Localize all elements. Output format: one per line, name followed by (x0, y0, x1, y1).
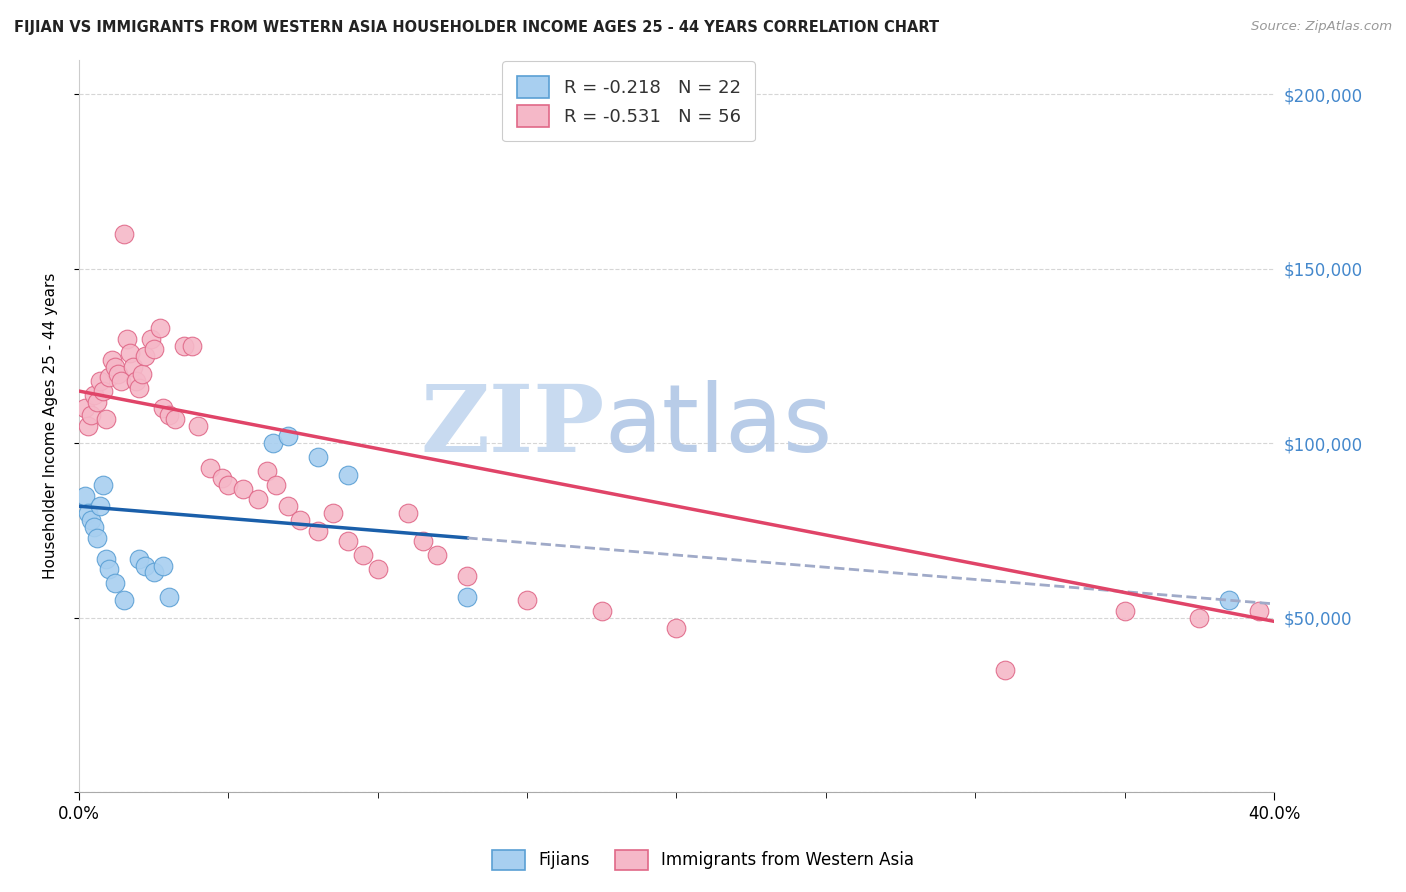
Point (89, 374, 111, 388)
Legend: Fijians, Immigrants from Western Asia: Fijians, Immigrants from Western Asia (485, 843, 921, 877)
Point (83, 520, 105, 534)
Point (1188, 611, 1211, 625)
Point (247, 492, 270, 507)
Point (142, 342, 165, 356)
Point (110, 374, 132, 388)
Point (125, 374, 148, 388)
Point (1114, 604, 1136, 618)
Point (107, 367, 129, 381)
Point (412, 534, 434, 549)
Point (131, 367, 153, 381)
Point (157, 409, 180, 423)
Point (97, 370, 120, 384)
Point (115, 332, 138, 346)
Text: ZIP: ZIP (420, 381, 605, 471)
Point (352, 548, 374, 562)
Point (128, 551, 150, 566)
Point (73, 401, 96, 416)
Point (336, 467, 359, 482)
Point (516, 593, 538, 607)
Point (118, 345, 141, 359)
Point (89, 499, 111, 513)
Point (1249, 604, 1271, 618)
Point (288, 513, 311, 527)
Text: Source: ZipAtlas.com: Source: ZipAtlas.com (1251, 20, 1392, 33)
Point (181, 339, 204, 353)
Point (211, 471, 233, 485)
Point (86, 531, 108, 545)
Point (73, 489, 96, 503)
Point (256, 464, 278, 478)
Point (80, 409, 103, 423)
Point (367, 562, 389, 576)
Point (139, 332, 162, 346)
Point (426, 548, 449, 562)
Text: atlas: atlas (605, 380, 832, 472)
Point (80, 513, 103, 527)
Point (83, 387, 105, 401)
Point (322, 506, 344, 520)
Point (104, 359, 127, 374)
Point (456, 590, 478, 604)
Point (142, 566, 165, 580)
Point (200, 460, 222, 475)
Point (104, 576, 127, 591)
Point (94, 551, 117, 566)
Point (91, 384, 114, 398)
Point (149, 321, 172, 335)
Point (264, 478, 287, 492)
Point (77, 419, 100, 434)
Point (152, 558, 174, 573)
Point (134, 558, 156, 573)
Point (128, 380, 150, 394)
Point (86, 394, 108, 409)
Point (456, 569, 478, 583)
Point (91, 478, 114, 492)
Point (112, 593, 135, 607)
Point (217, 478, 239, 492)
Legend: R = -0.218   N = 22, R = -0.531   N = 56: R = -0.218 N = 22, R = -0.531 N = 56 (502, 62, 755, 142)
Point (277, 429, 299, 443)
Point (101, 352, 124, 367)
Y-axis label: Householder Income Ages 25 - 44 years: Householder Income Ages 25 - 44 years (44, 273, 58, 579)
Point (1218, 593, 1240, 607)
Point (97, 562, 120, 576)
Point (157, 590, 180, 604)
Point (336, 534, 359, 549)
Point (277, 499, 299, 513)
Point (187, 419, 209, 434)
Point (262, 436, 284, 450)
Point (396, 506, 419, 520)
Point (77, 506, 100, 520)
Point (591, 604, 613, 618)
Point (173, 339, 195, 353)
Point (94, 412, 117, 426)
Point (307, 450, 329, 465)
Point (112, 227, 135, 241)
Text: FIJIAN VS IMMIGRANTS FROM WESTERN ASIA HOUSEHOLDER INCOME AGES 25 - 44 YEARS COR: FIJIAN VS IMMIGRANTS FROM WESTERN ASIA H… (14, 20, 939, 35)
Point (163, 412, 186, 426)
Point (307, 524, 329, 538)
Point (134, 349, 156, 363)
Point (121, 359, 143, 374)
Point (994, 663, 1017, 677)
Point (152, 401, 174, 416)
Point (665, 621, 688, 635)
Point (232, 482, 254, 496)
